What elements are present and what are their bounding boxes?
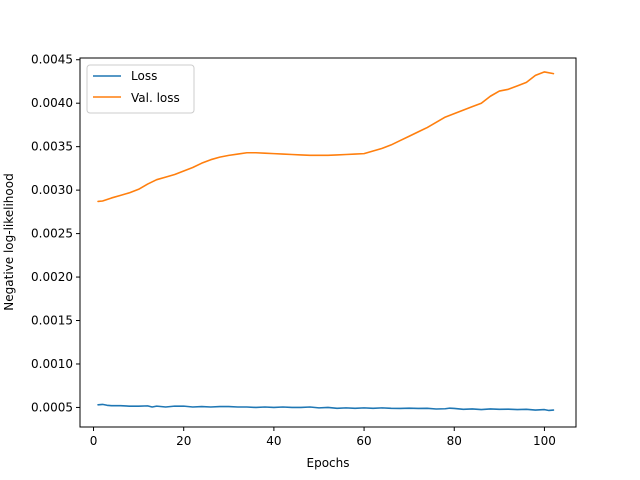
y-axis: 0.0005 0.0010 0.0015 0.0020 0.0025 0.0030 0.00… <box>31 53 80 414</box>
y-tick-label: 0.0035 <box>31 140 73 154</box>
legend-label-val-loss: Val. loss <box>131 91 180 105</box>
series-layer <box>97 71 555 412</box>
x-tick-label: 0 <box>90 434 98 448</box>
y-tick-label: 0.0010 <box>31 357 73 371</box>
x-tick-label: 60 <box>356 434 371 448</box>
x-tick-label: 40 <box>266 434 281 448</box>
y-tick-label: 0.0040 <box>31 96 73 110</box>
x-tick-label: 20 <box>176 434 191 448</box>
plot-area <box>80 58 576 427</box>
x-axis-title: Epochs <box>307 456 350 470</box>
legend-label-loss: Loss <box>131 69 157 83</box>
y-tick-label: 0.0045 <box>31 53 73 67</box>
y-axis-title: Negative log-likelihood <box>2 173 16 310</box>
x-axis: 0 20 40 60 80 100 <box>90 427 556 448</box>
series-line-loss <box>97 403 555 412</box>
x-tick-label: 100 <box>533 434 556 448</box>
y-tick-label: 0.0025 <box>31 227 73 241</box>
plot-frame <box>79 57 577 428</box>
y-tick-label: 0.0015 <box>31 314 73 328</box>
y-tick-label: 0.0005 <box>31 400 73 414</box>
y-tick-label: 0.0030 <box>31 183 73 197</box>
legend-box <box>86 64 195 114</box>
x-tick-label: 80 <box>447 434 462 448</box>
series-line-val-loss <box>97 71 555 203</box>
legend: Loss Val. loss <box>86 64 195 114</box>
y-tick-label: 0.0020 <box>31 270 73 284</box>
